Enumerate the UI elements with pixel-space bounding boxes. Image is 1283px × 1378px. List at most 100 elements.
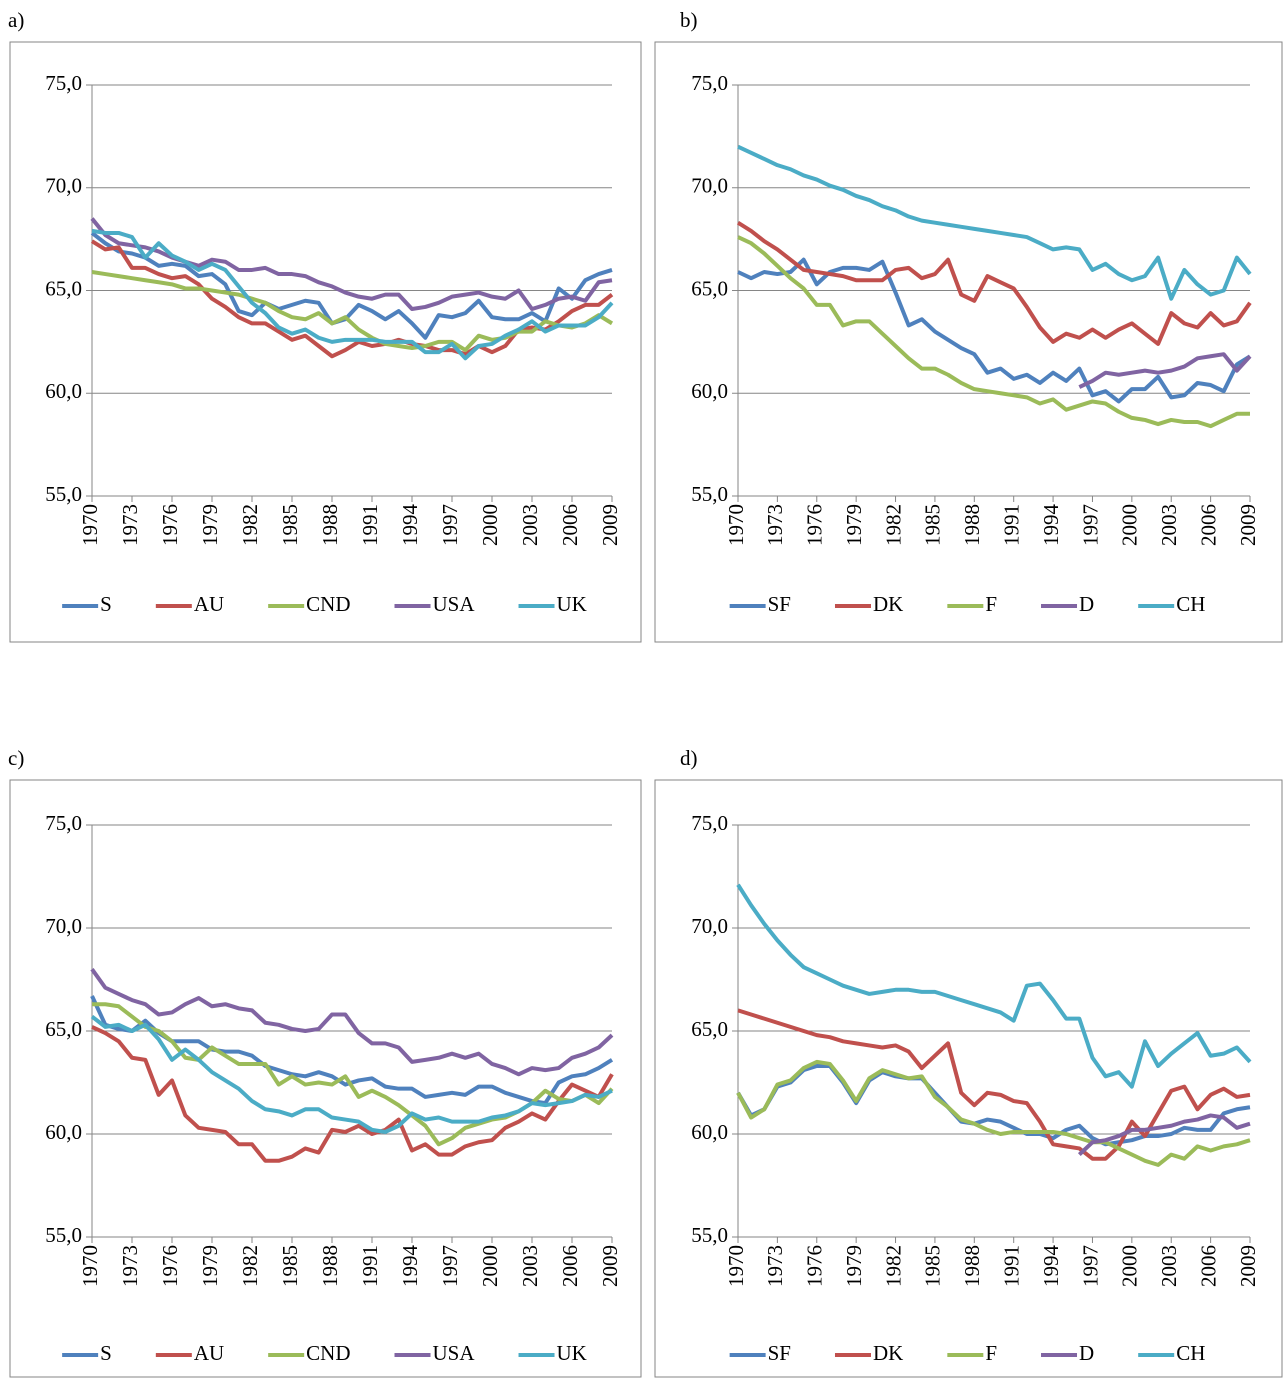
x-tick-label: 2000 [478,504,502,546]
series-line [91,270,614,353]
x-tick-label: 1982 [881,1245,905,1287]
series-line [1078,352,1252,389]
series-line [90,231,613,340]
legend-item: USA [394,592,476,616]
panel-label: a) [8,8,24,32]
legend-label: SF [768,1341,791,1365]
x-tick-label: 1988 [318,504,342,546]
legend-label: CND [306,1341,350,1365]
legend-label: UK [557,1341,587,1365]
series-line [737,1008,1251,1161]
legend-item: CH [1138,1341,1205,1365]
legend-item: SF [729,592,791,616]
x-tick-label: 2009 [1236,1245,1260,1287]
x-tick-label: 1991 [358,504,382,546]
x-tick-label: 2006 [558,504,582,546]
y-tick-label: 55,0 [691,482,728,506]
legend-label: AU [194,592,224,616]
y-tick-label: 60,0 [45,1120,82,1144]
x-tick-label: 1994 [398,504,422,547]
x-tick-label: 1991 [1000,504,1024,546]
legend-label: F [985,592,997,616]
legend-item: S [62,1341,112,1365]
series-line [737,235,1250,429]
x-tick-label: 1988 [960,1245,984,1287]
legend-item: D [1041,592,1094,616]
panel-frame [9,41,642,643]
series-line [736,1064,1251,1147]
panel-label: d) [680,746,698,770]
legend-label: USA [433,1341,476,1365]
legend-label: S [100,592,112,616]
y-tick-label: 60,0 [691,379,728,403]
y-tick-label: 55,0 [45,482,82,506]
x-tick-label: 2006 [558,1245,582,1287]
x-tick-label: 2006 [1196,1245,1220,1287]
x-tick-label: 1976 [158,504,182,546]
legend-item: UK [518,1341,587,1365]
x-tick-label: 1970 [724,1245,748,1287]
x-tick-label: 1991 [358,1245,382,1287]
series-line [736,220,1252,346]
x-tick-label: 1994 [398,1245,422,1288]
legend-item: USA [394,1341,476,1365]
legend-item: CH [1138,592,1205,616]
x-tick-label: 2009 [1236,504,1260,546]
x-tick-label: 1982 [238,504,262,546]
y-tick-label: 65,0 [45,1017,82,1041]
y-tick-label: 65,0 [691,276,728,300]
legend-label: UK [557,592,587,616]
legend-item: UK [518,592,587,616]
x-tick-label: 2009 [598,504,622,546]
series-line [90,968,614,1077]
legend-item: SF [729,1341,791,1365]
y-tick-label: 70,0 [691,174,728,198]
legend-label: CH [1176,592,1205,616]
x-tick-label: 1997 [1078,1245,1102,1287]
series-line [737,257,1252,404]
series-line [737,144,1252,301]
legend-item: DK [834,592,903,616]
series-line [736,883,1252,1089]
panel-frame [9,779,642,1378]
y-tick-label: 55,0 [45,1223,82,1247]
x-tick-label: 1997 [438,504,462,546]
legend-label: USA [433,592,476,616]
panel-label: b) [680,8,698,32]
x-tick-label: 1976 [803,504,827,546]
x-tick-label: 2006 [1196,504,1220,546]
x-tick-label: 2003 [518,1245,542,1287]
x-tick-label: 1973 [118,504,142,546]
x-tick-label: 2009 [598,1245,622,1287]
y-tick-label: 60,0 [691,1120,728,1144]
x-tick-label: 1994 [1039,504,1063,547]
legend-label: CH [1176,1341,1205,1365]
series-line [736,1059,1251,1167]
y-tick-label: 65,0 [45,276,82,300]
x-tick-label: 2003 [518,504,542,546]
legend-label: S [100,1341,112,1365]
x-tick-label: 1997 [438,1245,462,1287]
legend-item: DK [834,1341,903,1365]
y-tick-label: 65,0 [691,1017,728,1041]
legend-label: DK [873,1341,903,1365]
y-tick-label: 60,0 [45,379,82,403]
x-tick-label: 1970 [78,1245,102,1287]
legend-item: AU [155,1341,224,1365]
y-tick-label: 75,0 [691,811,728,835]
x-tick-label: 2003 [1157,1245,1181,1287]
x-tick-label: 1970 [78,504,102,546]
x-tick-label: 1997 [1078,504,1102,546]
legend-label: SF [768,592,791,616]
legend-item: F [947,1341,997,1365]
series-line [91,1025,614,1163]
x-tick-label: 1988 [960,504,984,546]
panel-frame [654,41,1283,643]
x-tick-label: 1973 [118,1245,142,1287]
x-tick-label: 1979 [842,1245,866,1287]
x-tick-label: 1994 [1039,1245,1063,1288]
x-tick-label: 2000 [1118,1245,1142,1287]
x-tick-label: 1979 [842,504,866,546]
y-tick-label: 55,0 [691,1223,728,1247]
y-tick-label: 70,0 [45,174,82,198]
